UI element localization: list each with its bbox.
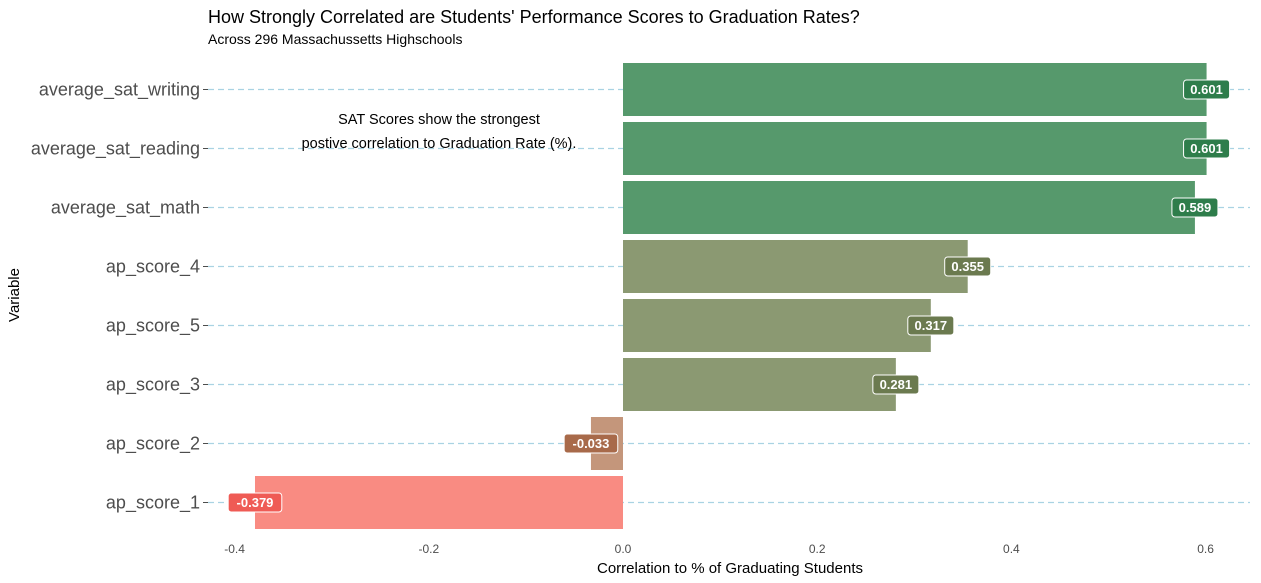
value-label-box: [1171, 197, 1219, 218]
x-tick-label: -0.2: [418, 542, 439, 556]
x-tick-labels: -0.4 -0.2 0.0 0.2 0.4 0.6: [224, 542, 1214, 556]
value-label: 0.601: [1190, 141, 1223, 156]
value-label-box: [944, 256, 992, 277]
category-label: ap_score_4: [106, 257, 200, 278]
value-label-box: [1183, 79, 1231, 100]
value-label: 0.601: [1190, 82, 1223, 97]
category-label: average_sat_math: [51, 198, 200, 219]
bar: [623, 240, 968, 293]
value-label-box: [907, 315, 955, 336]
x-tick-label: 0.2: [809, 542, 826, 556]
x-tick-label: 0.6: [1197, 542, 1214, 556]
category-label: average_sat_writing: [39, 80, 200, 101]
annotation-line-1: SAT Scores show the strongest: [338, 112, 540, 128]
chart-subtitle: Across 296 Massachussetts Highschools: [208, 31, 462, 47]
value-label: 0.355: [951, 259, 984, 274]
category-labels: average_sat_writing average_sat_readingav…: [31, 80, 208, 514]
bar: [254, 476, 623, 529]
value-label: 0.317: [915, 318, 948, 333]
category-label: ap_score_1: [106, 493, 200, 514]
category-label: average_sat_reading: [31, 139, 200, 160]
value-label-box: [872, 374, 920, 395]
bar: [623, 299, 931, 352]
bar: [623, 122, 1207, 175]
y-axis-title: Variable: [6, 268, 23, 322]
bar: [623, 181, 1195, 234]
category-label: ap_score_3: [106, 375, 200, 396]
x-tick-label: -0.4: [224, 542, 245, 556]
x-tick-label: 0.4: [1003, 542, 1020, 556]
value-label: 0.589: [1179, 200, 1212, 215]
value-label: 0.281: [880, 377, 913, 392]
value-label-box: [227, 492, 283, 513]
value-label: -0.033: [573, 436, 610, 451]
bar: [623, 358, 896, 411]
bars: [254, 63, 1207, 529]
value-label-box: [563, 433, 619, 454]
value-label: -0.379: [237, 495, 274, 510]
category-label: ap_score_2: [106, 434, 200, 455]
category-label: ap_score_5: [106, 316, 200, 337]
x-tick-label: 0.0: [615, 542, 632, 556]
value-label-box: [1183, 138, 1231, 159]
annotation-line-2: postive correlation to Graduation Rate (…: [302, 136, 577, 152]
value-labels: 0.601 0.601 0.589 0.355 0.317 0.281 -0.033 -0.3…: [227, 79, 1231, 513]
chart-title: How Strongly Correlated are Students' Pe…: [208, 7, 860, 27]
x-axis-title: Correlation to % of Graduating Students: [597, 560, 863, 577]
bar: [623, 63, 1207, 116]
